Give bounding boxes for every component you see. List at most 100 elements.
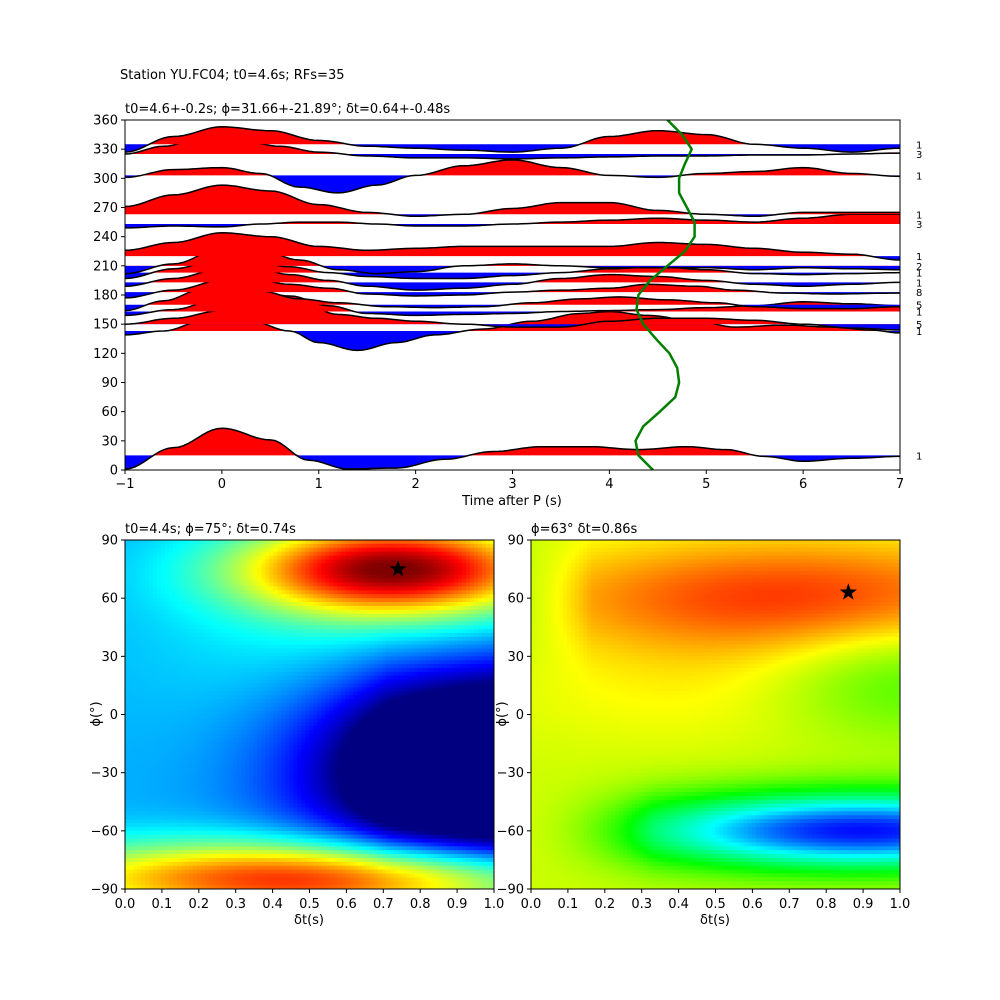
heatmap-cell: [181, 574, 186, 580]
heatmap-cell: [201, 602, 206, 607]
heatmap-cell: [197, 695, 202, 700]
heatmap-cell: [261, 695, 266, 700]
heatmap-cell: [317, 613, 323, 619]
heatmap-cell: [249, 613, 254, 619]
heatmap-cell: [241, 722, 246, 727]
heatmap-cell: [185, 586, 190, 592]
heatmap-cell: [257, 733, 262, 739]
heatmap-cell: [409, 590, 415, 595]
heatmap-cell: [173, 702, 178, 708]
heatmap-cell: [253, 648, 258, 654]
heatmap-cell: [413, 679, 419, 685]
heatmap-cell: [213, 675, 218, 681]
heatmap-cell: [393, 590, 399, 595]
heatmap-cell: [153, 671, 158, 677]
heatmap-cell: [253, 621, 258, 626]
heatmap-cell: [465, 698, 471, 704]
heatmap-cell: [257, 625, 262, 630]
heatmap-cell: [241, 644, 246, 650]
heatmap-cell: [229, 571, 234, 576]
heatmap-cell: [437, 602, 443, 607]
heatmap-cell: [237, 636, 242, 642]
heatmap-cell: [157, 648, 162, 654]
heatmap-cell: [309, 706, 315, 712]
heatmap-cell: [189, 706, 194, 712]
heatmap-cell: [149, 629, 154, 634]
heatmap-cell: [253, 691, 258, 696]
heatmap-cell: [249, 679, 254, 685]
heatmap-cell: [333, 656, 339, 661]
heatmap-cell: [169, 695, 174, 700]
heatmap-cell: [361, 698, 367, 704]
heatmap-cell: [437, 586, 443, 592]
heatmap-cell: [477, 574, 483, 580]
heatmap-cell: [449, 559, 455, 564]
heatmap-cell: [233, 652, 238, 657]
heatmap-cell: [201, 633, 206, 638]
heatmap-cell: [261, 644, 266, 650]
heatmap-cell: [161, 656, 166, 661]
heatmap-cell: [329, 613, 335, 619]
heatmap-cell: [401, 574, 407, 580]
heatmap-cell: [277, 563, 283, 568]
heatmap-cell: [217, 730, 222, 735]
heatmap-cell: [373, 698, 379, 704]
heatmap-cell: [361, 726, 367, 731]
heatmap-cell: [177, 629, 182, 634]
heatmap-cell: [293, 598, 299, 603]
heatmap-cell: [217, 586, 222, 592]
heatmap-cell: [241, 706, 246, 712]
heatmap-cell: [405, 567, 411, 572]
heatmap-cell: [293, 730, 299, 735]
x-tick-label: 4: [605, 477, 613, 492]
heatmap-cell: [453, 644, 459, 650]
heatmap-cell: [465, 710, 471, 716]
heatmap-cell: [197, 629, 202, 634]
heatmap-cell: [277, 578, 283, 584]
heatmap-cell: [205, 543, 210, 549]
heatmap-cell: [237, 733, 242, 739]
heatmap-cell: [173, 590, 178, 595]
heatmap-cell: [221, 687, 226, 692]
heatmap-cell: [237, 551, 242, 557]
heatmap-cell: [173, 648, 178, 654]
heatmap-cell: [333, 571, 339, 576]
heatmap-cell: [253, 563, 258, 568]
heatmap-cell: [153, 687, 158, 692]
heatmap-cell: [421, 695, 427, 700]
heatmap-cell: [437, 706, 443, 712]
heatmap-cell: [269, 605, 274, 611]
heatmap-cell: [149, 555, 154, 560]
heatmap-cell: [233, 687, 238, 692]
heatmap-cell: [333, 540, 339, 545]
heatmap-cell: [397, 660, 403, 665]
heatmap-cell: [465, 586, 471, 592]
heatmap-cell: [141, 578, 146, 584]
heatmap-cell: [429, 590, 435, 595]
heatmap-cell: [229, 722, 234, 727]
heatmap-cell: [193, 695, 198, 700]
heatmap-cell: [489, 586, 494, 592]
heatmap-cell: [161, 714, 166, 719]
heatmap-cell: [425, 691, 431, 696]
heatmap-cell: [185, 543, 190, 549]
heatmap-cell: [145, 733, 150, 739]
heatmap-cell: [213, 578, 218, 584]
heatmap-cell: [349, 656, 355, 661]
heatmap-cell: [345, 660, 351, 665]
heatmap-cell: [313, 555, 319, 560]
heatmap-cell: [157, 594, 162, 599]
heatmap-cell: [353, 679, 359, 685]
heatmap-cell: [161, 683, 166, 688]
heatmap-cell: [449, 605, 455, 611]
heatmap-cell: [333, 629, 339, 634]
heatmap-cell: [157, 679, 162, 685]
heatmap-cell: [277, 679, 283, 685]
heatmap-cell: [429, 582, 435, 588]
heatmap-cell: [161, 698, 166, 704]
heatmap-cell: [133, 695, 138, 700]
heatmap-cell: [393, 679, 399, 685]
heatmap-cell: [225, 582, 230, 588]
heatmap-cell: [421, 602, 427, 607]
heatmap-cell: [181, 737, 186, 743]
